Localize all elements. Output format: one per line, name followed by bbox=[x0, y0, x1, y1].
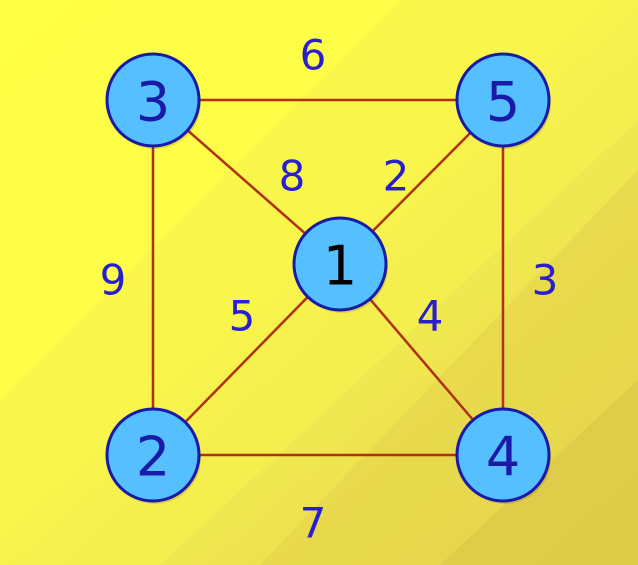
edge-weight-3-1: 8 bbox=[279, 152, 306, 201]
node-label: 2 bbox=[136, 426, 170, 489]
edge-weight-3-2: 9 bbox=[100, 256, 127, 305]
node-circle bbox=[455, 52, 551, 148]
edge-weight-5-4: 3 bbox=[532, 256, 559, 305]
node-5: 5 bbox=[455, 52, 551, 149]
weights-layer: 6 8 2 9 3 5 4 7 bbox=[100, 31, 559, 548]
node-circle bbox=[292, 216, 388, 312]
edge-weight-1-4: 4 bbox=[417, 292, 444, 341]
node-label: 3 bbox=[136, 71, 170, 134]
node-circle bbox=[105, 407, 201, 503]
edge-weight-3-5: 6 bbox=[300, 31, 327, 80]
node-2: 2 bbox=[105, 407, 201, 504]
node-3: 3 bbox=[105, 52, 201, 149]
node-label: 4 bbox=[486, 426, 520, 489]
edge-weight-2-4: 7 bbox=[300, 499, 327, 548]
edge-weight-5-1: 2 bbox=[383, 152, 410, 201]
node-circle bbox=[105, 52, 201, 148]
node-circle bbox=[455, 407, 551, 503]
node-label: 1 bbox=[323, 235, 357, 298]
edge-weight-2-1: 5 bbox=[229, 292, 256, 341]
node-1: 1 bbox=[292, 216, 388, 313]
node-label: 5 bbox=[486, 71, 520, 134]
node-4: 4 bbox=[455, 407, 551, 504]
